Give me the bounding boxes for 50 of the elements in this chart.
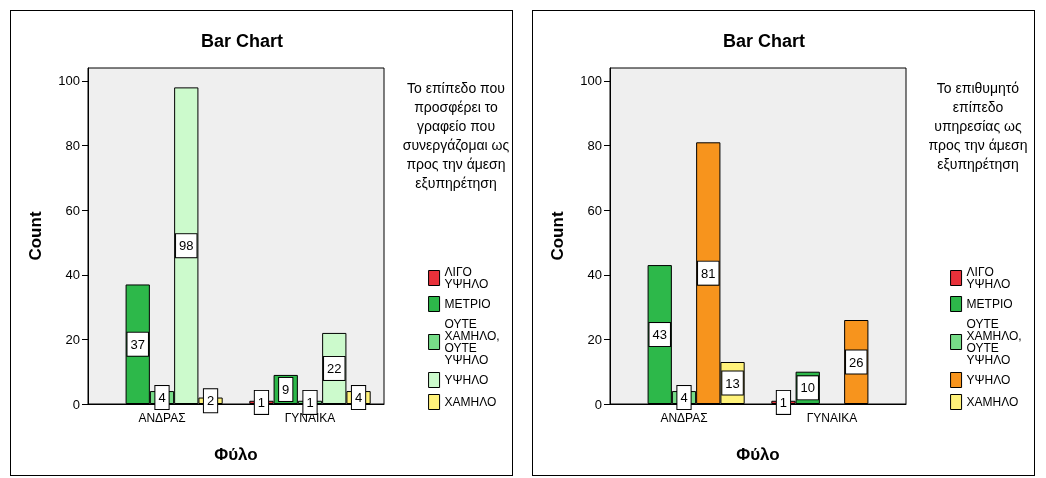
x-tick-label: ΓΥΝΑΙΚΑ (284, 411, 336, 425)
x-tick-label: ΑΝΔΡΑΣ (138, 411, 186, 425)
legend-label: ΜΕΤΡΙΟ (966, 297, 1013, 311)
y-tick-label: 100 (580, 73, 602, 89)
data-label: 1 (306, 394, 314, 410)
legend-label: ΧΑΜΗΛΟ (444, 395, 497, 409)
chart-title: Bar Chart (200, 31, 284, 51)
data-label: 4 (680, 390, 688, 406)
data-label: 81 (701, 265, 716, 281)
y-axis-title: Count (548, 211, 567, 261)
legend-label: ΛΙΓΟ ΥΨΗΛΟ (966, 265, 1011, 291)
data-label: 13 (725, 375, 740, 391)
data-label: 1 (779, 394, 788, 410)
legend-label: ΟΥΤΕ ΧΑΜΗΛΟ, ΟΥΤΕ ΥΨΗΛΟ (966, 317, 1025, 367)
legend-label: ΧΑΜΗΛΟ (966, 395, 1019, 409)
y-tick-label: 100 (58, 73, 80, 89)
data-label: 43 (652, 327, 667, 343)
x-axis-title: Φύλο (214, 445, 258, 464)
y-tick-label: 60 (65, 202, 80, 218)
y-tick-label: 80 (65, 138, 80, 154)
y-tick-label: 20 (65, 331, 80, 347)
x-tick-label: ΑΝΔΡΑΣ (660, 411, 708, 425)
legend-title: Το επιθυμητό επίπεδο υπηρεσίας ως προς την άμεση εξυπηρέτηση (928, 79, 1028, 172)
legend-label: ΥΨΗΛΟ (966, 373, 1011, 387)
data-label: 1 (257, 394, 266, 410)
data-label: 98 (179, 238, 194, 254)
data-label: 37 (130, 336, 145, 352)
data-label: 4 (158, 390, 166, 406)
data-label: 9 (282, 381, 290, 397)
y-tick-label: 60 (587, 202, 602, 218)
y-tick-label: 40 (65, 267, 80, 283)
y-tick-label: 80 (587, 138, 602, 154)
legend-label: ΥΨΗΛΟ (444, 373, 489, 387)
legend-label: ΜΕΤΡΙΟ (444, 297, 491, 311)
chart-title: Bar Chart (722, 31, 806, 51)
y-axis-title: Count (26, 211, 45, 261)
legend-label: ΛΙΓΟ ΥΨΗΛΟ (444, 265, 489, 291)
y-tick-label: 20 (587, 331, 602, 347)
data-label: 26 (849, 354, 864, 370)
data-label: 4 (354, 390, 363, 406)
y-tick-label: 40 (587, 267, 602, 283)
legend-title: Το επίπεδο που προσφέρει το γραφείο που συνεργάζομαι ως προς την άμεση εξυπηρέτηση (402, 79, 510, 191)
legend-label: ΟΥΤΕ ΧΑΜΗΛΟ, ΟΥΤΕ ΥΨΗΛΟ (444, 317, 503, 367)
y-tick-label: 0 (72, 396, 80, 412)
x-tick-label: ΓΥΝΑΙΚΑ (806, 411, 858, 425)
y-tick-label: 0 (594, 396, 602, 412)
data-label: 10 (800, 380, 815, 396)
data-label: 22 (327, 360, 342, 376)
x-axis-title: Φύλο (736, 445, 780, 464)
data-label: 2 (206, 393, 215, 409)
